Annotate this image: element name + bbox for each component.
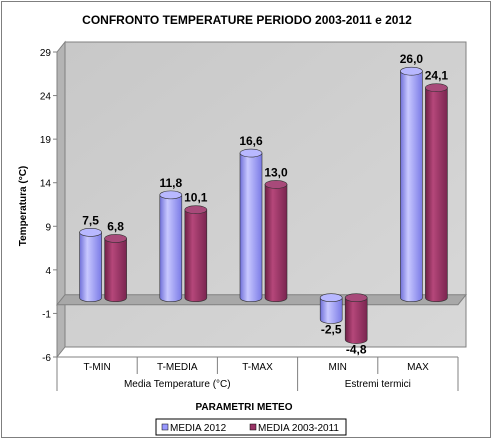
legend-label-media-2012: MEDIA 2012 bbox=[170, 423, 227, 434]
data-label-media-2012-t-media: 11,8 bbox=[159, 176, 182, 190]
y-tick-label: 14 bbox=[40, 179, 52, 190]
bar-media-2003-2011-t-media bbox=[184, 205, 208, 302]
bar-body bbox=[319, 297, 343, 324]
data-label-media-2003-2011-t-media: 10,1 bbox=[184, 191, 208, 205]
bar-cap bbox=[344, 293, 368, 303]
bar-body bbox=[184, 209, 208, 302]
data-label-media-2012-max: 26,0 bbox=[400, 52, 424, 66]
x-group-label-estremi-termici: Estremi termici bbox=[345, 379, 411, 390]
bar-body bbox=[400, 70, 423, 302]
x-tick-label-t-max: T-MAX bbox=[242, 362, 273, 373]
bar-body bbox=[104, 238, 127, 302]
y-tick-label: -1 bbox=[42, 309, 51, 320]
bar-body bbox=[159, 194, 183, 302]
x-axis-label: PARAMETRI METEO bbox=[195, 402, 292, 413]
bar-media-2012-t-min bbox=[79, 228, 102, 302]
bar-body bbox=[79, 232, 102, 302]
bar-media-2012-min bbox=[319, 293, 343, 324]
data-label-media-2012-t-min: 7,5 bbox=[82, 213, 99, 227]
x-axis: T-MIN T-MEDIA T-MAX MIN MAX Media Temperature… bbox=[56, 356, 459, 391]
bar-cap bbox=[79, 228, 102, 237]
data-label-media-2003-2011-t-min: 6,8 bbox=[107, 219, 124, 233]
bar-body bbox=[264, 184, 288, 302]
y-tick-label: -6 bbox=[42, 353, 51, 364]
y-tick-label: 24 bbox=[40, 92, 52, 103]
y-tick-label: 19 bbox=[40, 135, 52, 146]
bar-cap bbox=[159, 190, 183, 200]
bar-media-2012-t-media bbox=[159, 190, 183, 302]
bar-media-2003-2011-t-max bbox=[264, 180, 288, 302]
y-axis-label: Temperatura (°C) bbox=[18, 166, 29, 247]
data-label-media-2003-2011-min: -4,8 bbox=[346, 343, 367, 357]
bar-media-2012-max bbox=[400, 66, 423, 302]
bars: 7,5 6,8 11,810,1 16,6 13,0 -2,5 -4,8 26,024,1 bbox=[79, 52, 449, 357]
bar-cap bbox=[104, 234, 127, 243]
plot-side-wall bbox=[56, 40, 66, 359]
bar-media-2012-t-max bbox=[239, 148, 263, 302]
legend-swatch-media-2012 bbox=[161, 423, 169, 431]
bar-cap bbox=[400, 66, 423, 76]
bar-body bbox=[239, 152, 263, 302]
data-label-media-2003-2011-t-max: 13,0 bbox=[264, 165, 288, 179]
data-label-media-2003-2011-max: 24,1 bbox=[425, 69, 449, 83]
bar-media-2003-2011-min bbox=[344, 293, 368, 344]
bar-cap bbox=[319, 293, 343, 303]
data-label-media-2012-t-max: 16,6 bbox=[239, 134, 263, 148]
y-tick-label: 4 bbox=[45, 266, 51, 277]
bar-cap bbox=[264, 180, 288, 189]
y-axis: -6 -1 4 9 14 19 24 29 bbox=[40, 48, 58, 364]
data-label-media-2012-min: -2,5 bbox=[321, 323, 342, 337]
x-tick-label-max: MAX bbox=[407, 362, 429, 373]
y-tick-label: 29 bbox=[40, 48, 52, 59]
bar-media-2003-2011-max bbox=[425, 83, 448, 302]
legend: MEDIA 2012 MEDIA 2003-2011 bbox=[155, 418, 347, 436]
bar-cap bbox=[239, 148, 263, 158]
chart-title: CONFRONTO TEMPERATURE PERIODO 2003-2011 … bbox=[82, 13, 412, 27]
x-tick-label-min: MIN bbox=[329, 362, 347, 373]
x-tick-label-t-min: T-MIN bbox=[83, 362, 110, 373]
bar-body bbox=[425, 87, 448, 302]
legend-label-media-2003-2011: MEDIA 2003-2011 bbox=[258, 423, 339, 434]
x-group-label-media-temperature-c: Media Temperature (°C) bbox=[124, 379, 231, 390]
bar-media-2003-2011-t-min bbox=[104, 234, 127, 302]
y-tick-label: 9 bbox=[45, 222, 51, 233]
legend-swatch-media-2003-2011 bbox=[249, 423, 257, 431]
bar-cap bbox=[184, 205, 208, 214]
x-tick-label-t-media: T-MEDIA bbox=[157, 362, 198, 373]
bar-cap bbox=[425, 83, 448, 92]
bar-body bbox=[344, 297, 368, 344]
